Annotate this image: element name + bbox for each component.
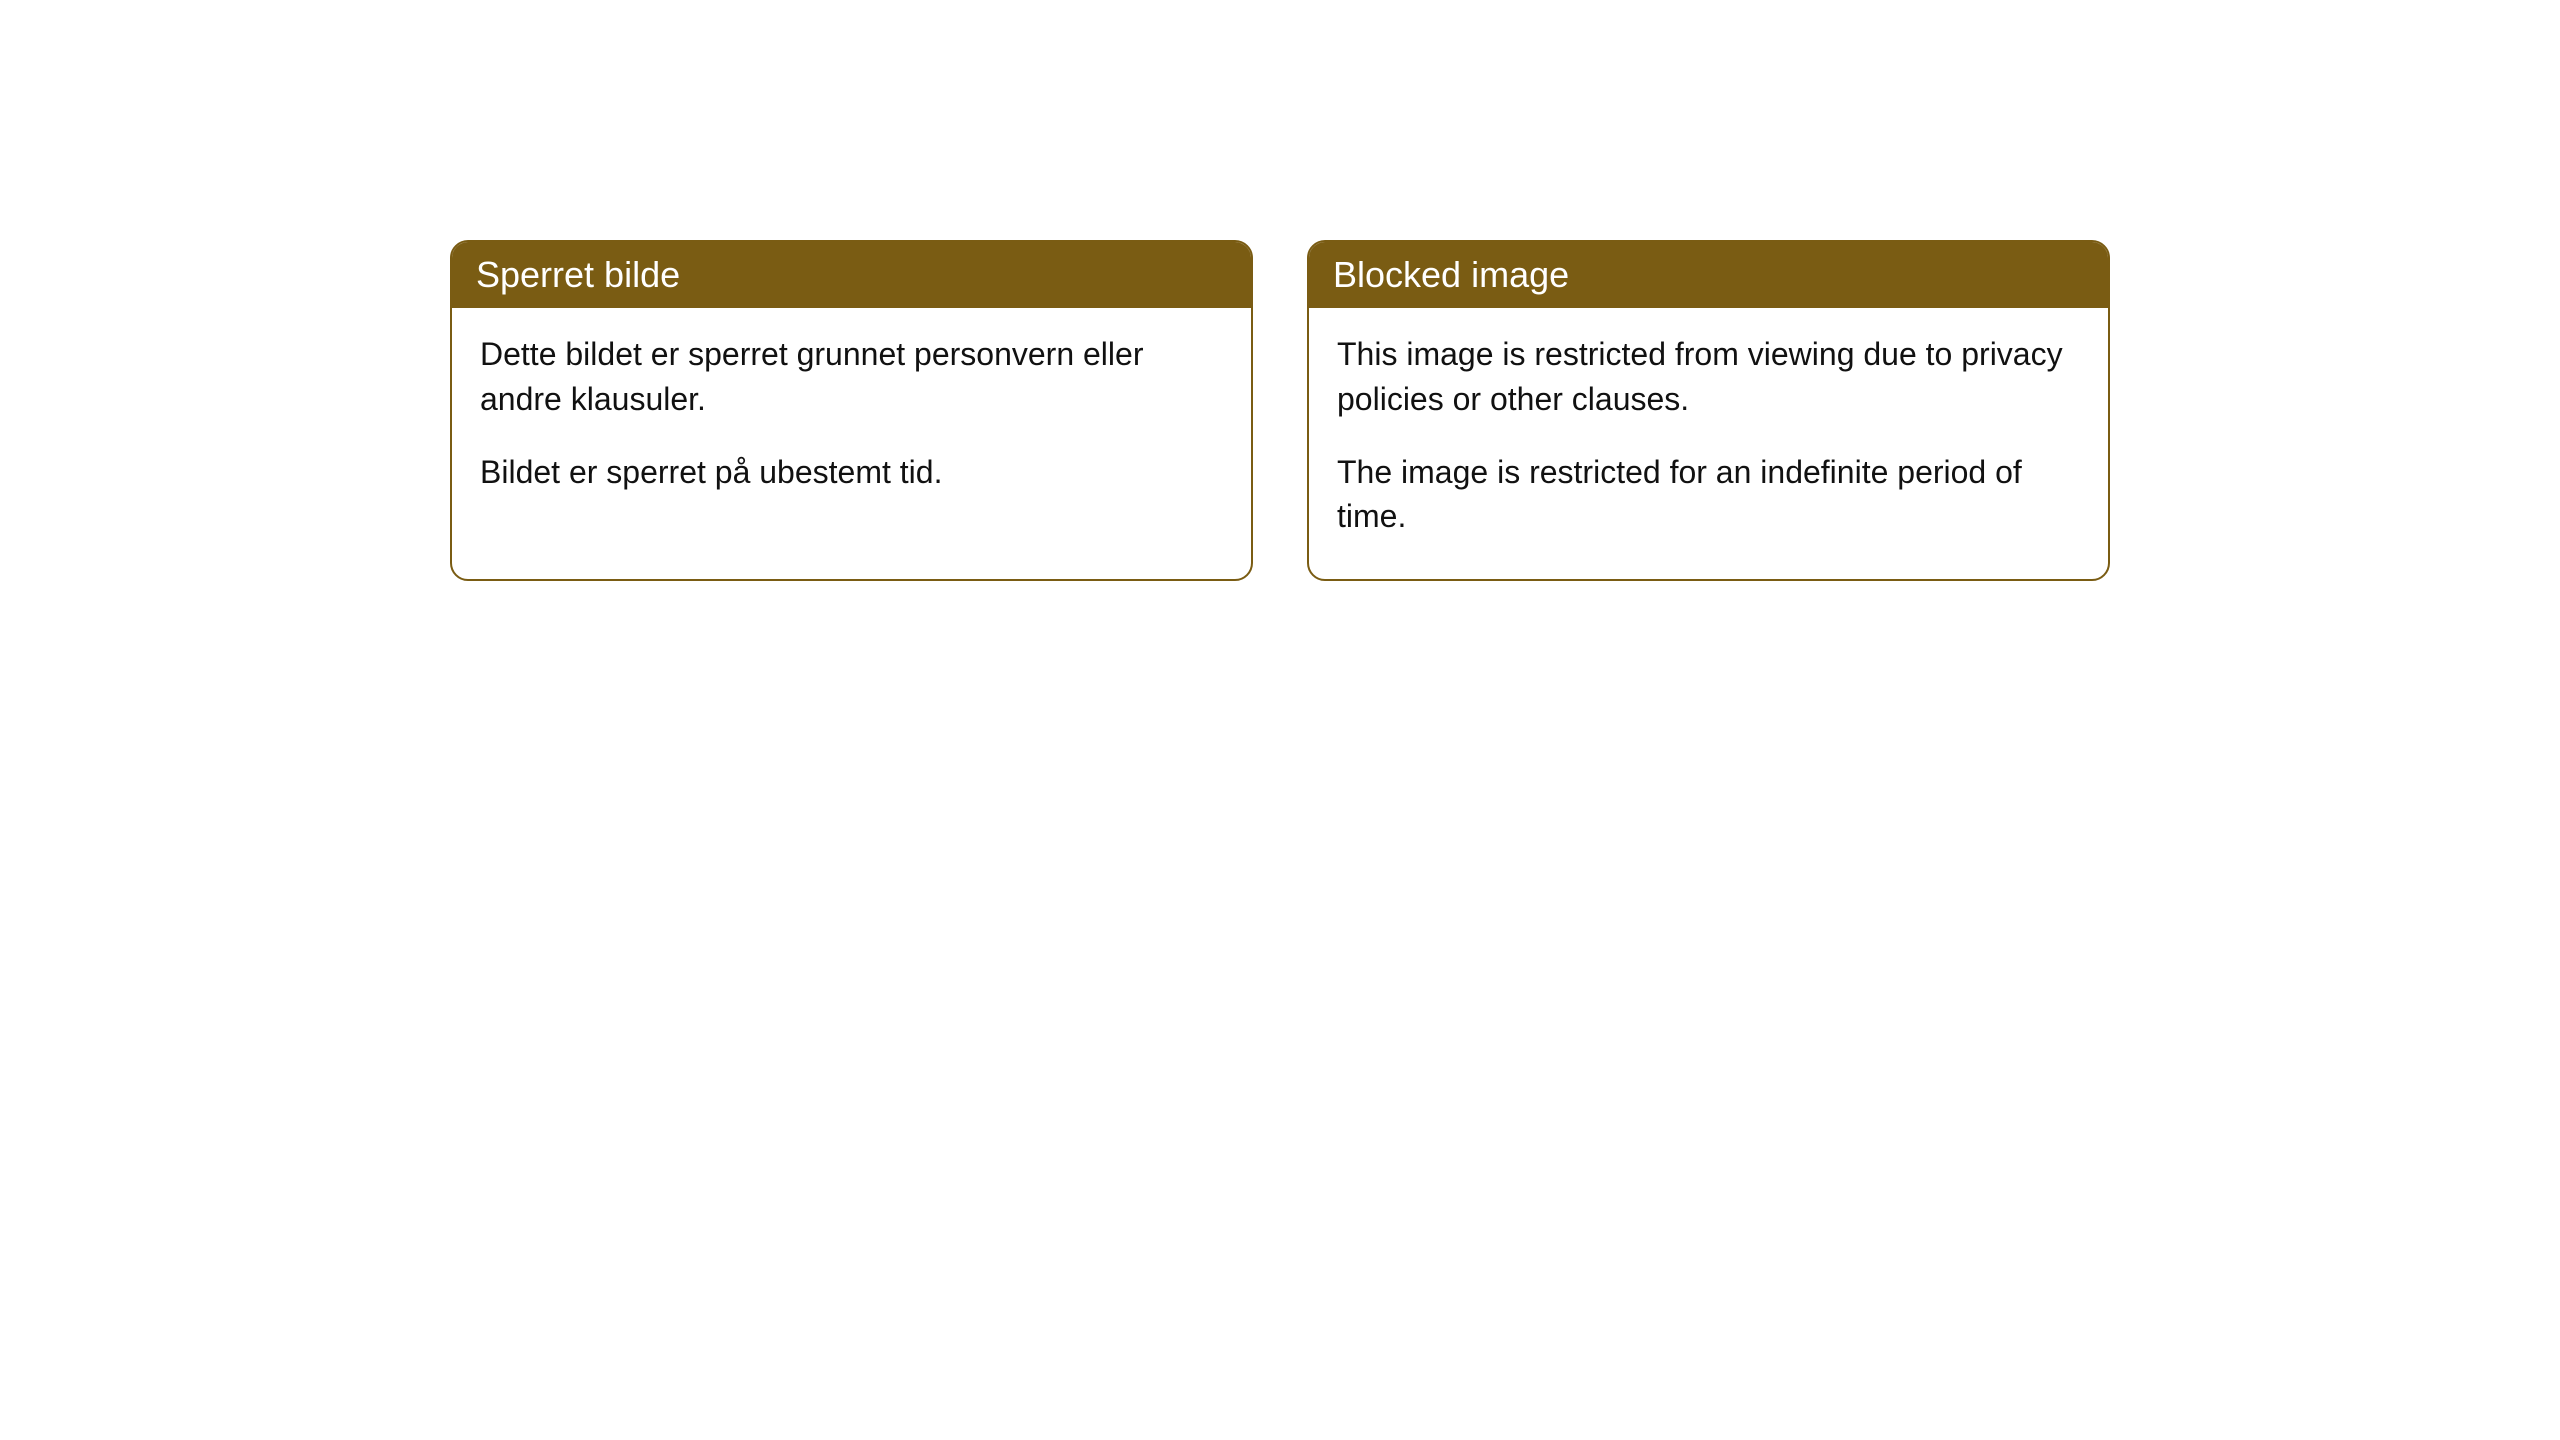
notice-cards-container: Sperret bilde Dette bildet er sperret gr… — [450, 240, 2110, 581]
card-title-english: Blocked image — [1333, 254, 1569, 295]
notice-text-norwegian-2: Bildet er sperret på ubestemt tid. — [480, 450, 1223, 495]
notice-text-english-1: This image is restricted from viewing du… — [1337, 332, 2080, 422]
card-title-norwegian: Sperret bilde — [476, 254, 680, 295]
card-header-norwegian: Sperret bilde — [452, 242, 1251, 308]
notice-card-norwegian: Sperret bilde Dette bildet er sperret gr… — [450, 240, 1253, 581]
card-body-english: This image is restricted from viewing du… — [1309, 308, 2108, 579]
card-body-norwegian: Dette bildet er sperret grunnet personve… — [452, 308, 1251, 534]
notice-text-english-2: The image is restricted for an indefinit… — [1337, 450, 2080, 540]
card-header-english: Blocked image — [1309, 242, 2108, 308]
notice-text-norwegian-1: Dette bildet er sperret grunnet personve… — [480, 332, 1223, 422]
notice-card-english: Blocked image This image is restricted f… — [1307, 240, 2110, 581]
